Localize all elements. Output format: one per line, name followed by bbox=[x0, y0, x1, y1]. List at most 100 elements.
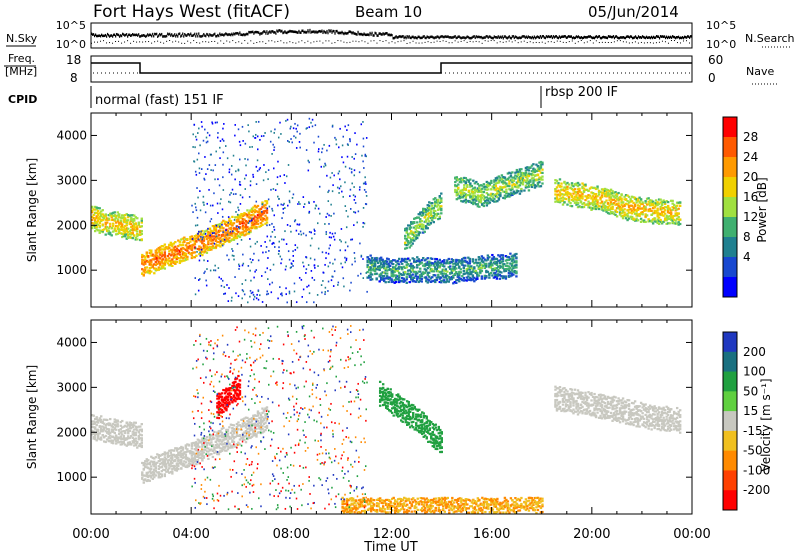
power-cell bbox=[262, 210, 266, 213]
power-cell bbox=[216, 235, 219, 239]
power-cell bbox=[144, 261, 147, 264]
power-noise bbox=[360, 255, 363, 258]
nsky-point bbox=[400, 35, 402, 39]
power-cell bbox=[416, 279, 419, 282]
power-noise bbox=[197, 132, 199, 134]
velocity-cell bbox=[141, 473, 144, 476]
power-cell bbox=[636, 204, 640, 207]
power-cell bbox=[262, 204, 266, 207]
power-noise bbox=[286, 224, 289, 226]
nsky-point bbox=[600, 36, 603, 40]
power-cell bbox=[496, 190, 499, 193]
nsky-point bbox=[170, 34, 172, 37]
power-cell bbox=[382, 260, 386, 263]
power-cell bbox=[94, 211, 97, 214]
nsky-point bbox=[507, 36, 509, 39]
power-cell bbox=[428, 264, 431, 267]
power-noise bbox=[260, 245, 262, 247]
power-noise bbox=[266, 267, 269, 270]
nsearch-point bbox=[328, 40, 330, 42]
nsky-point bbox=[314, 31, 316, 34]
power-noise bbox=[311, 125, 314, 128]
power-cell bbox=[153, 263, 156, 266]
nsky-point bbox=[502, 36, 504, 40]
power-cell bbox=[440, 200, 443, 203]
power-cell bbox=[372, 269, 375, 272]
power-cell bbox=[593, 198, 596, 201]
power-cell bbox=[112, 218, 115, 221]
power-cell bbox=[426, 263, 429, 267]
nsky-point bbox=[684, 35, 687, 39]
power-cell bbox=[517, 172, 520, 175]
power-cell bbox=[98, 217, 101, 221]
power-cell bbox=[186, 255, 189, 258]
power-cell bbox=[458, 265, 461, 268]
nsearch-point bbox=[373, 40, 375, 42]
power-cell bbox=[453, 272, 457, 276]
power-cell bbox=[150, 261, 153, 264]
power-cell bbox=[122, 228, 125, 232]
power-cell bbox=[381, 265, 384, 269]
power-cell bbox=[517, 180, 520, 183]
nsky-point bbox=[662, 35, 665, 39]
power-cell bbox=[425, 268, 428, 272]
power-cell bbox=[373, 259, 377, 262]
power-cell bbox=[431, 262, 434, 265]
power-cell bbox=[411, 278, 414, 281]
power-noise bbox=[237, 169, 240, 172]
power-cell bbox=[605, 208, 608, 211]
power-cell bbox=[485, 265, 488, 268]
power-cell bbox=[660, 213, 664, 217]
power-cell bbox=[130, 229, 133, 232]
power-cell bbox=[518, 170, 522, 173]
power-cell bbox=[471, 260, 475, 263]
power-cell bbox=[585, 188, 589, 191]
velocity-cell bbox=[100, 425, 103, 428]
power-cell bbox=[611, 205, 614, 208]
power-cell bbox=[134, 229, 137, 232]
colorbar-tick-label: 8 bbox=[743, 230, 751, 244]
power-cell bbox=[145, 270, 148, 274]
power-cell bbox=[100, 213, 103, 216]
power-noise bbox=[267, 169, 270, 171]
power-cell bbox=[428, 260, 431, 263]
power-cell bbox=[581, 182, 584, 185]
power-cell bbox=[422, 223, 425, 226]
power-cell bbox=[407, 263, 410, 266]
nsky-point bbox=[390, 33, 392, 36]
nsky-point bbox=[104, 34, 106, 38]
cpid-segment-1: normal (fast) 151 IF bbox=[95, 93, 224, 108]
power-cell bbox=[536, 173, 540, 177]
power-cell bbox=[468, 260, 472, 263]
power-cell bbox=[416, 272, 419, 275]
power-cell bbox=[384, 267, 387, 270]
power-cell bbox=[464, 260, 467, 263]
velocity-cell bbox=[124, 431, 127, 435]
power-cell bbox=[527, 182, 531, 185]
power-cell bbox=[656, 202, 659, 205]
velocity-cell bbox=[100, 415, 103, 418]
nsearch-point bbox=[382, 40, 384, 42]
power-cell bbox=[500, 174, 504, 177]
power-cell bbox=[252, 217, 255, 220]
power-cell bbox=[162, 262, 165, 265]
power-cell bbox=[488, 197, 492, 200]
power-cell bbox=[455, 260, 458, 263]
power-cell bbox=[464, 198, 468, 201]
power-cell bbox=[482, 183, 486, 186]
power-cell bbox=[485, 262, 488, 265]
power-cell bbox=[223, 235, 227, 238]
power-cell bbox=[493, 179, 496, 182]
power-cell bbox=[240, 231, 243, 234]
power-cell bbox=[228, 240, 231, 244]
velocity-cell bbox=[125, 421, 128, 424]
nsearch-point bbox=[127, 40, 129, 42]
power-noise bbox=[256, 293, 258, 296]
nsky-point bbox=[205, 34, 207, 38]
power-cell bbox=[494, 273, 497, 277]
power-cell bbox=[216, 231, 219, 234]
power-cell bbox=[597, 205, 601, 208]
power-cell bbox=[532, 181, 535, 185]
nsky-point bbox=[201, 35, 203, 38]
nsky-point bbox=[146, 34, 148, 38]
